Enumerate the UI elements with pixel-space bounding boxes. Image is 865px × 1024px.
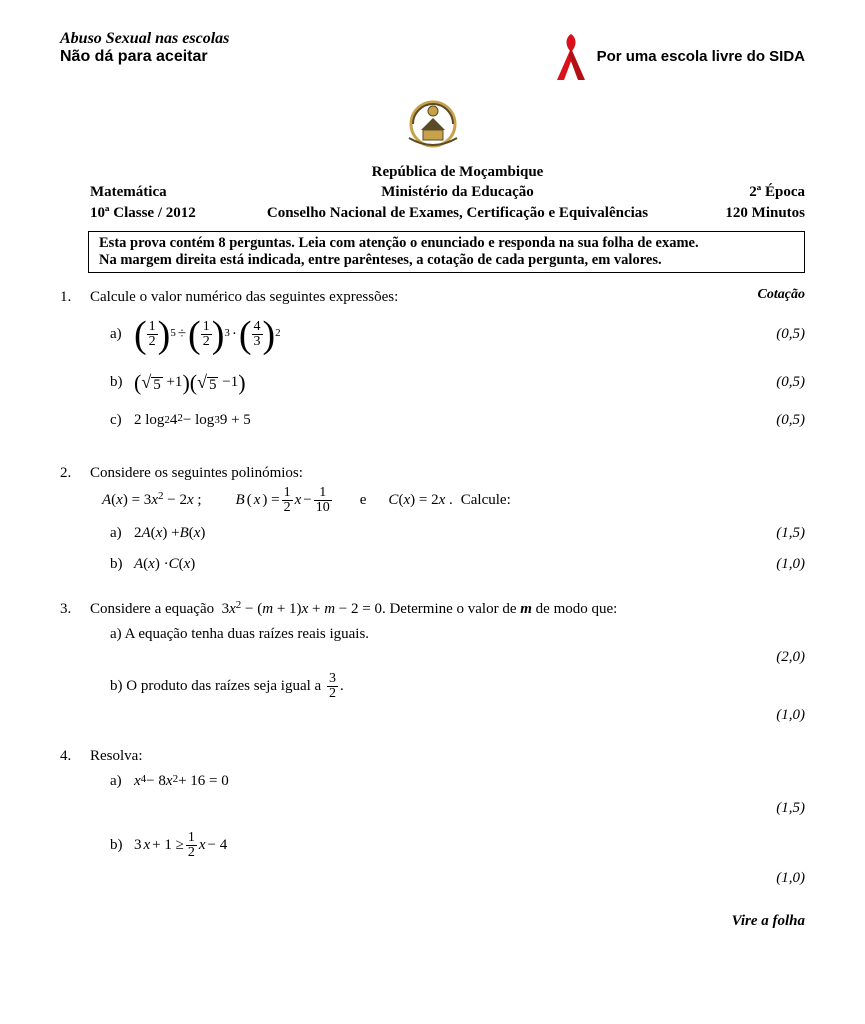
q3-num: 3.: [60, 601, 90, 730]
q4-prompt: Resolva:: [90, 748, 805, 765]
q2b-expr: A(x) · C(x): [134, 556, 745, 573]
q4-num: 4.: [60, 748, 90, 893]
sida-message: Por uma escola livre do SIDA: [551, 30, 805, 82]
q4a-score: (1,5): [745, 800, 805, 817]
emblem: [60, 94, 805, 154]
q2a: a) 2A(x) + B(x) (1,5): [110, 525, 805, 542]
q2a-expr: 2A(x) + B(x): [134, 525, 745, 542]
q2b: b) A(x) · C(x) (1,0): [110, 556, 805, 573]
hdr-l1-left: [60, 162, 220, 182]
hdr-l1-center: República de Moçambique: [220, 162, 695, 182]
q3a-text: a) A equação tenha duas raízes reais igu…: [110, 626, 745, 643]
q3b-text: b) O produto das raízes seja igual a 32 …: [110, 672, 745, 701]
q4b-score: (1,0): [745, 870, 805, 887]
q2-prompt: Considere os seguintes polinómios:: [90, 465, 805, 482]
q4b: b) 3x + 1 ≥ 12x − 4: [110, 831, 805, 860]
hdr-l3-left: 10ª Classe / 2012: [60, 203, 220, 223]
q4a-expr: x4 − 8x2 + 16 = 0: [134, 773, 745, 790]
q3b: b) O produto das raízes seja igual a 32 …: [110, 672, 805, 701]
emblem-icon: [401, 94, 465, 154]
hdr-l2-center: Ministério da Educação: [220, 182, 695, 202]
q2b-score: (1,0): [745, 556, 805, 573]
q4b-expr: 3x + 1 ≥ 12x − 4: [134, 831, 745, 860]
instruction-l2: Na margem direita está indicada, entre p…: [99, 252, 794, 269]
q3a: a) A equação tenha duas raízes reais igu…: [110, 626, 805, 643]
question-2: 2. Considere os seguintes polinómios: A(…: [60, 465, 805, 583]
q4a: a) x4 − 8x2 + 16 = 0: [110, 773, 805, 790]
q2-polys: A(x) = 3x2 − 2x ; B(x) = 12x − 110 e C(x…: [102, 486, 805, 515]
q1b-score: (0,5): [745, 374, 805, 391]
q2a-score: (1,5): [745, 525, 805, 542]
abuse-line2: Não dá para aceitar: [60, 48, 229, 66]
q1a-expr: (12)5 ÷ (12)3 · (43)2: [134, 316, 745, 354]
q1c-score: (0,5): [745, 412, 805, 429]
instruction-box: Esta prova contém 8 perguntas. Leia com …: [88, 231, 805, 273]
q2-num: 2.: [60, 465, 90, 583]
turn-page: Vire a folha: [60, 913, 805, 930]
question-1: 1. Calcule o valor numérico das seguinte…: [60, 289, 805, 439]
hdr-l2-left: Matemática: [60, 182, 220, 202]
q1c: c) 2 log2 42 − log3 9 + 5 (0,5): [110, 412, 805, 429]
abuse-message: Abuso Sexual nas escolas Não dá para ace…: [60, 30, 229, 66]
q3a-score: (2,0): [745, 649, 805, 666]
q1-num: 1.: [60, 289, 90, 439]
instruction-l1: Esta prova contém 8 perguntas. Leia com …: [99, 235, 794, 252]
sida-text: Por uma escola livre do SIDA: [597, 48, 805, 65]
q1a-score: (0,5): [745, 326, 805, 343]
hdr-l2-right: 2ª Época: [695, 182, 805, 202]
question-3: 3. Considere a equação 3x2 − (m + 1)x + …: [60, 601, 805, 730]
q1a: a) (12)5 ÷ (12)3 · (43)2 (0,5): [110, 316, 805, 354]
q1c-expr: 2 log2 42 − log3 9 + 5: [134, 412, 745, 429]
hdr-l3-right: 120 Minutos: [695, 203, 805, 223]
hdr-l1-right: [695, 162, 805, 182]
q1b: b) (√5 +1)(√5 −1) (0,5): [110, 372, 805, 394]
document-header: República de Moçambique Matemática Minis…: [60, 162, 805, 223]
question-4: 4. Resolva: a) x4 − 8x2 + 16 = 0 (1,5) b…: [60, 748, 805, 893]
q1-prompt: Calcule o valor numérico das seguintes e…: [90, 289, 805, 306]
top-banner: Abuso Sexual nas escolas Não dá para ace…: [60, 30, 805, 82]
q3-prompt: Considere a equação 3x2 − (m + 1)x + m −…: [90, 601, 805, 618]
hdr-l3-center: Conselho Nacional de Exames, Certificaçã…: [220, 203, 695, 223]
q3b-score: (1,0): [745, 707, 805, 724]
abuse-line1: Abuso Sexual nas escolas: [60, 30, 229, 48]
q1b-expr: (√5 +1)(√5 −1): [134, 372, 745, 394]
ribbon-icon: [551, 30, 591, 82]
